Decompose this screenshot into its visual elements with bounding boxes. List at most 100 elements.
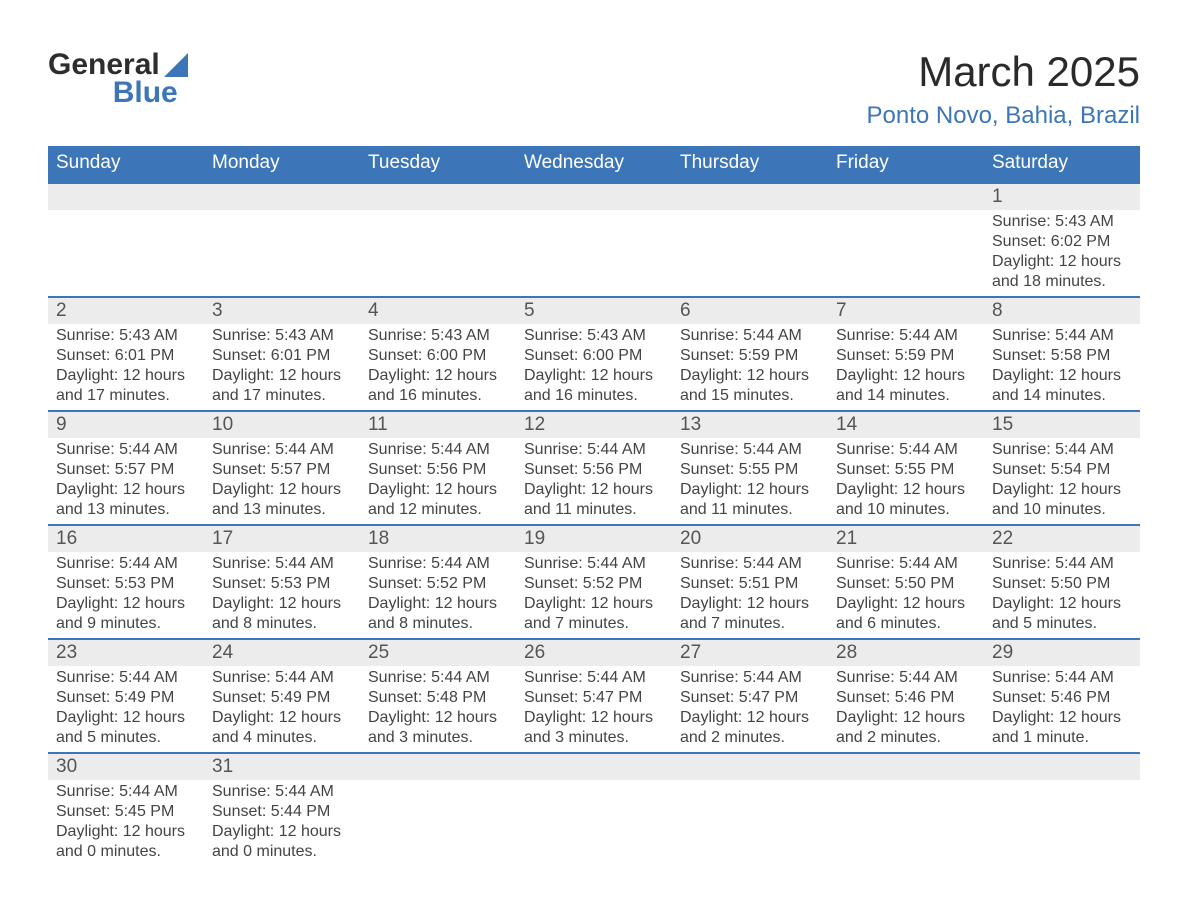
day-details: Sunrise: 5:44 AMSunset: 5:56 PMDaylight:… — [516, 438, 672, 524]
sunrise-line: Sunrise: 5:44 AM — [524, 441, 646, 458]
day-number: 10 — [204, 412, 360, 438]
sunrise-line: Sunrise: 5:44 AM — [992, 555, 1114, 572]
day-content-row: Sunrise: 5:44 AMSunset: 5:45 PMDaylight:… — [48, 780, 1140, 866]
day-cell: Sunrise: 5:44 AMSunset: 5:56 PMDaylight:… — [360, 438, 516, 525]
day-number-row: 16171819202122 — [48, 525, 1140, 552]
day-details: Sunrise: 5:44 AMSunset: 5:50 PMDaylight:… — [828, 552, 984, 638]
page-title: March 2025 — [867, 48, 1140, 96]
day-cell — [516, 210, 672, 297]
day-cell: Sunrise: 5:44 AMSunset: 5:51 PMDaylight:… — [672, 552, 828, 639]
day-number-cell: 20 — [672, 525, 828, 552]
sunrise-line: Sunrise: 5:44 AM — [56, 669, 178, 686]
day-cell — [672, 780, 828, 866]
sunset-line: Sunset: 5:50 PM — [836, 575, 954, 592]
daylight-line: Daylight: 12 hours and 8 minutes. — [212, 595, 341, 632]
day-cell: Sunrise: 5:44 AMSunset: 5:59 PMDaylight:… — [672, 324, 828, 411]
day-number-cell: 1 — [984, 183, 1140, 210]
day-cell: Sunrise: 5:44 AMSunset: 5:52 PMDaylight:… — [516, 552, 672, 639]
day-number: 5 — [516, 298, 672, 324]
day-header: Thursday — [672, 146, 828, 183]
day-cell: Sunrise: 5:44 AMSunset: 5:53 PMDaylight:… — [48, 552, 204, 639]
day-number: 29 — [984, 640, 1140, 666]
sunrise-line: Sunrise: 5:44 AM — [212, 441, 334, 458]
day-number-cell: 10 — [204, 411, 360, 438]
day-number: 28 — [828, 640, 984, 666]
sunrise-line: Sunrise: 5:43 AM — [212, 327, 334, 344]
day-details: Sunrise: 5:43 AMSunset: 6:01 PMDaylight:… — [204, 324, 360, 410]
sunset-line: Sunset: 6:02 PM — [992, 233, 1110, 250]
day-cell — [828, 210, 984, 297]
day-number-cell — [828, 183, 984, 210]
daylight-line: Daylight: 12 hours and 3 minutes. — [368, 709, 497, 746]
day-number-cell: 26 — [516, 639, 672, 666]
day-number-cell: 25 — [360, 639, 516, 666]
sunrise-line: Sunrise: 5:44 AM — [212, 783, 334, 800]
day-header: Friday — [828, 146, 984, 183]
logo-word-2: Blue — [48, 76, 188, 110]
day-number: 9 — [48, 412, 204, 438]
day-details: Sunrise: 5:44 AMSunset: 5:46 PMDaylight:… — [984, 666, 1140, 752]
day-details: Sunrise: 5:44 AMSunset: 5:54 PMDaylight:… — [984, 438, 1140, 524]
day-cell — [204, 210, 360, 297]
day-number-cell: 12 — [516, 411, 672, 438]
day-header-row: SundayMondayTuesdayWednesdayThursdayFrid… — [48, 146, 1140, 183]
sunset-line: Sunset: 5:52 PM — [524, 575, 642, 592]
day-details: Sunrise: 5:43 AMSunset: 6:00 PMDaylight:… — [516, 324, 672, 410]
sunset-line: Sunset: 6:01 PM — [56, 347, 174, 364]
day-number: 12 — [516, 412, 672, 438]
day-content-row: Sunrise: 5:43 AM Sunset: 6:01 PM Daylight:… — [48, 324, 1140, 411]
sunrise-line: Sunrise: 5:44 AM — [680, 441, 802, 458]
day-number-cell: 19 — [516, 525, 672, 552]
day-details: Sunrise: 5:44 AMSunset: 5:55 PMDaylight:… — [672, 438, 828, 524]
daylight-line: Daylight: 12 hours and 0 minutes. — [212, 823, 341, 860]
daylight-line: Daylight: 12 hours and 14 minutes. — [836, 367, 965, 404]
daylight-line: Daylight: 12 hours and 15 minutes. — [680, 367, 809, 404]
daylight-line: Daylight: 12 hours and 14 minutes. — [992, 367, 1121, 404]
day-number: 13 — [672, 412, 828, 438]
sunset-line: Sunset: 5:56 PM — [368, 461, 486, 478]
sunrise-line: Sunrise: 5:44 AM — [992, 327, 1114, 344]
day-number: 16 — [48, 526, 204, 552]
day-cell: Sunrise: 5:44 AMSunset: 5:53 PMDaylight:… — [204, 552, 360, 639]
sunset-line: Sunset: 5:55 PM — [836, 461, 954, 478]
location-subtitle: Ponto Novo, Bahia, Brazil — [867, 102, 1140, 130]
daylight-line: Daylight: 12 hours and 11 minutes. — [680, 481, 809, 518]
day-number-row: 3031 — [48, 753, 1140, 780]
title-block: March 2025 Ponto Novo, Bahia, Brazil — [867, 48, 1140, 130]
day-details: Sunrise: 5:44 AMSunset: 5:57 PMDaylight:… — [48, 438, 204, 524]
day-details: Sunrise: 5:44 AMSunset: 5:53 PMDaylight:… — [48, 552, 204, 638]
daylight-line: Daylight: 12 hours and 3 minutes. — [524, 709, 653, 746]
day-details: Sunrise: 5:44 AMSunset: 5:53 PMDaylight:… — [204, 552, 360, 638]
sunset-line: Sunset: 5:57 PM — [212, 461, 330, 478]
day-cell: Sunrise: 5:44 AM Sunset: 5:44 PM Daylight:… — [204, 780, 360, 866]
sunset-line: Sunset: 5:57 PM — [56, 461, 174, 478]
day-cell — [984, 780, 1140, 866]
daylight-line: Daylight: 12 hours and 7 minutes. — [680, 595, 809, 632]
daylight-line: Daylight: 12 hours and 18 minutes. — [992, 253, 1121, 290]
logo-triangle-icon — [164, 53, 188, 77]
day-cell: Sunrise: 5:44 AMSunset: 5:50 PMDaylight:… — [828, 552, 984, 639]
day-cell: Sunrise: 5:44 AMSunset: 5:55 PMDaylight:… — [828, 438, 984, 525]
sunrise-line: Sunrise: 5:44 AM — [212, 555, 334, 572]
day-details: Sunrise: 5:43 AMSunset: 6:01 PMDaylight:… — [48, 324, 204, 410]
day-cell: Sunrise: 5:44 AMSunset: 5:54 PMDaylight:… — [984, 438, 1140, 525]
day-cell: Sunrise: 5:44 AMSunset: 5:46 PMDaylight:… — [828, 666, 984, 753]
day-details: Sunrise: 5:44 AMSunset: 5:58 PMDaylight:… — [984, 324, 1140, 410]
day-cell — [516, 780, 672, 866]
day-cell: Sunrise: 5:44 AMSunset: 5:56 PMDaylight:… — [516, 438, 672, 525]
day-cell: Sunrise: 5:44 AMSunset: 5:55 PMDaylight:… — [672, 438, 828, 525]
day-details: Sunrise: 5:44 AMSunset: 5:59 PMDaylight:… — [672, 324, 828, 410]
day-number: 18 — [360, 526, 516, 552]
day-details: Sunrise: 5:44 AMSunset: 5:46 PMDaylight:… — [828, 666, 984, 752]
day-number-cell: 16 — [48, 525, 204, 552]
day-cell: Sunrise: 5:44 AMSunset: 5:59 PMDaylight:… — [828, 324, 984, 411]
day-number: 2 — [48, 298, 204, 324]
day-cell: Sunrise: 5:43 AMSunset: 6:00 PMDaylight:… — [516, 324, 672, 411]
sunrise-line: Sunrise: 5:43 AM — [524, 327, 646, 344]
sunrise-line: Sunrise: 5:44 AM — [368, 441, 490, 458]
day-cell — [360, 210, 516, 297]
sunset-line: Sunset: 6:01 PM — [212, 347, 330, 364]
day-number-cell: 6 — [672, 297, 828, 324]
sunset-line: Sunset: 5:44 PM — [212, 803, 330, 820]
daylight-line: Daylight: 12 hours and 8 minutes. — [368, 595, 497, 632]
